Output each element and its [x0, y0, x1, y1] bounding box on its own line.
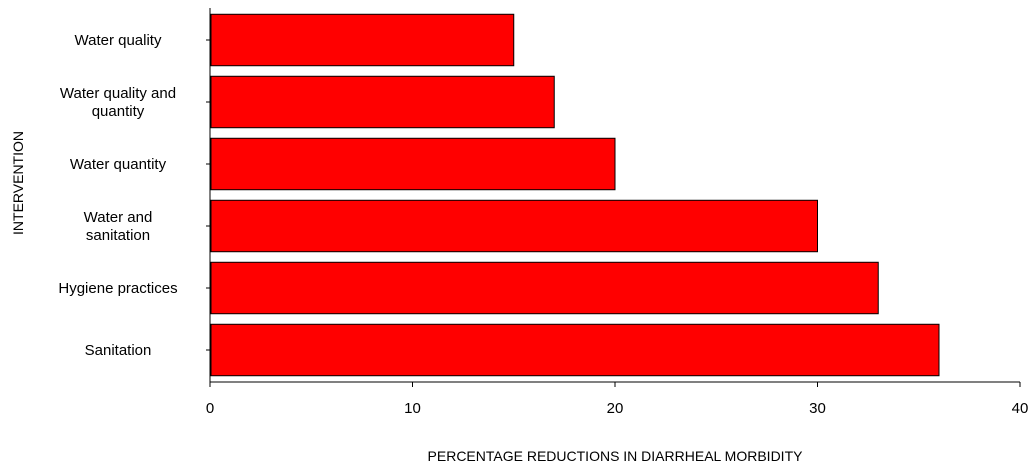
bar-3 — [210, 199, 818, 253]
category-label-4: Hygiene practices — [58, 280, 177, 297]
bar-0 — [210, 13, 515, 67]
x-tick-label-2: 20 — [607, 400, 624, 417]
y-axis-title: INTERVENTION — [10, 131, 26, 235]
category-labels-group: Water quality Water quality and quantity Wa… — [58, 32, 177, 359]
x-tick-label-1: 10 — [404, 400, 421, 417]
category-label-5: Sanitation — [85, 342, 152, 359]
category-label-1: Water quality and quantity — [60, 85, 176, 120]
bars-group — [210, 13, 940, 377]
bar-5 — [210, 323, 940, 377]
x-tick-label-4: 40 — [1012, 400, 1029, 417]
x-tick-label-0: 0 — [206, 400, 214, 417]
bar-4 — [210, 261, 879, 315]
x-tick-label-3: 30 — [809, 400, 826, 417]
category-label-0: Water quality — [75, 32, 162, 49]
category-label-3: Water and sanitation — [84, 209, 153, 244]
category-label-2: Water quantity — [70, 156, 167, 173]
bar-1 — [210, 75, 555, 129]
x-ticks-group: 0 10 20 30 40 — [206, 39, 1029, 417]
x-axis-title: PERCENTAGE REDUCTIONS IN DIARRHEAL MORBI… — [428, 448, 804, 464]
bar-2 — [210, 137, 616, 191]
